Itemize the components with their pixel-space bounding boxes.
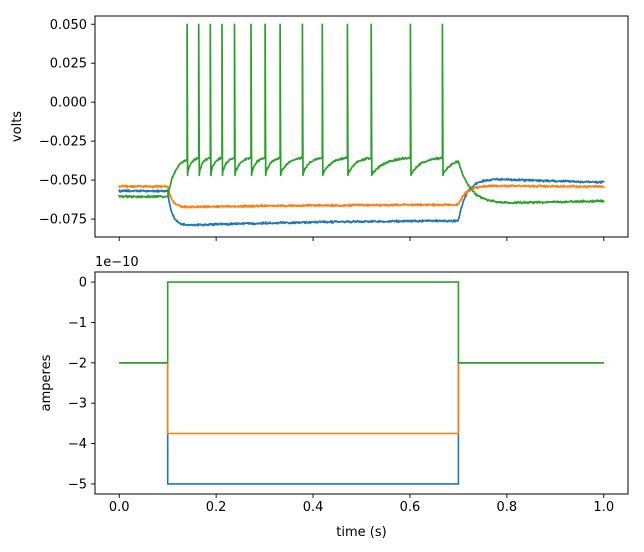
voltage-axes: 0.050 0.025 0.000 −0.025 −0.050 −0.075 volts [10,15,629,241]
voltage-axes-frame [94,15,629,238]
voltage-ylabel: volts [10,111,25,142]
y-tick-label: 0.000 [50,96,87,111]
y-tick-label: −0.025 [39,135,87,150]
x-tick-label: 0.6 [400,500,421,515]
y-tick-label: −3 [68,397,87,412]
current-axes-frame [94,271,629,495]
y-tick-label: −4 [68,437,87,452]
y-tick-label: −0.050 [39,174,87,189]
current-axes: 0.0 0.2 0.4 0.6 0.8 1.0 0 −1 −2 −3 −4 −5 amperes 1e… [39,255,629,540]
voltage-green-trace [118,23,605,205]
y-tick-label: −1 [68,316,87,331]
y-tick-label: −5 [68,477,87,492]
voltage-orange-trace [118,184,605,209]
current-traces [119,281,604,485]
x-tick-label: 0.8 [497,500,518,515]
y-tick-label: −2 [68,356,87,371]
x-tick-label: 0.0 [109,500,130,515]
y-tick-label: 0 [79,276,87,291]
scale-offset-label: 1e−10 [95,255,139,270]
current-axis-ticks: 0.0 0.2 0.4 0.6 0.8 1.0 0 −1 −2 −3 −4 −5 [68,276,614,515]
current-orange-trace [119,362,604,435]
voltage-axis-ticks: 0.050 0.025 0.000 −0.025 −0.050 −0.075 [39,18,605,241]
y-tick-label: 0.025 [50,57,87,72]
x-axis-label: time (s) [336,525,386,540]
voltage-blue-trace [118,177,605,227]
current-green-trace [119,281,604,364]
y-tick-label: −0.075 [39,213,87,228]
x-tick-label: 0.2 [206,500,227,515]
current-blue-trace [119,362,604,485]
current-ylabel: amperes [39,354,54,411]
voltage-traces [118,23,605,227]
x-tick-label: 1.0 [593,500,614,515]
x-tick-label: 0.4 [303,500,324,515]
y-tick-label: 0.050 [50,18,87,33]
